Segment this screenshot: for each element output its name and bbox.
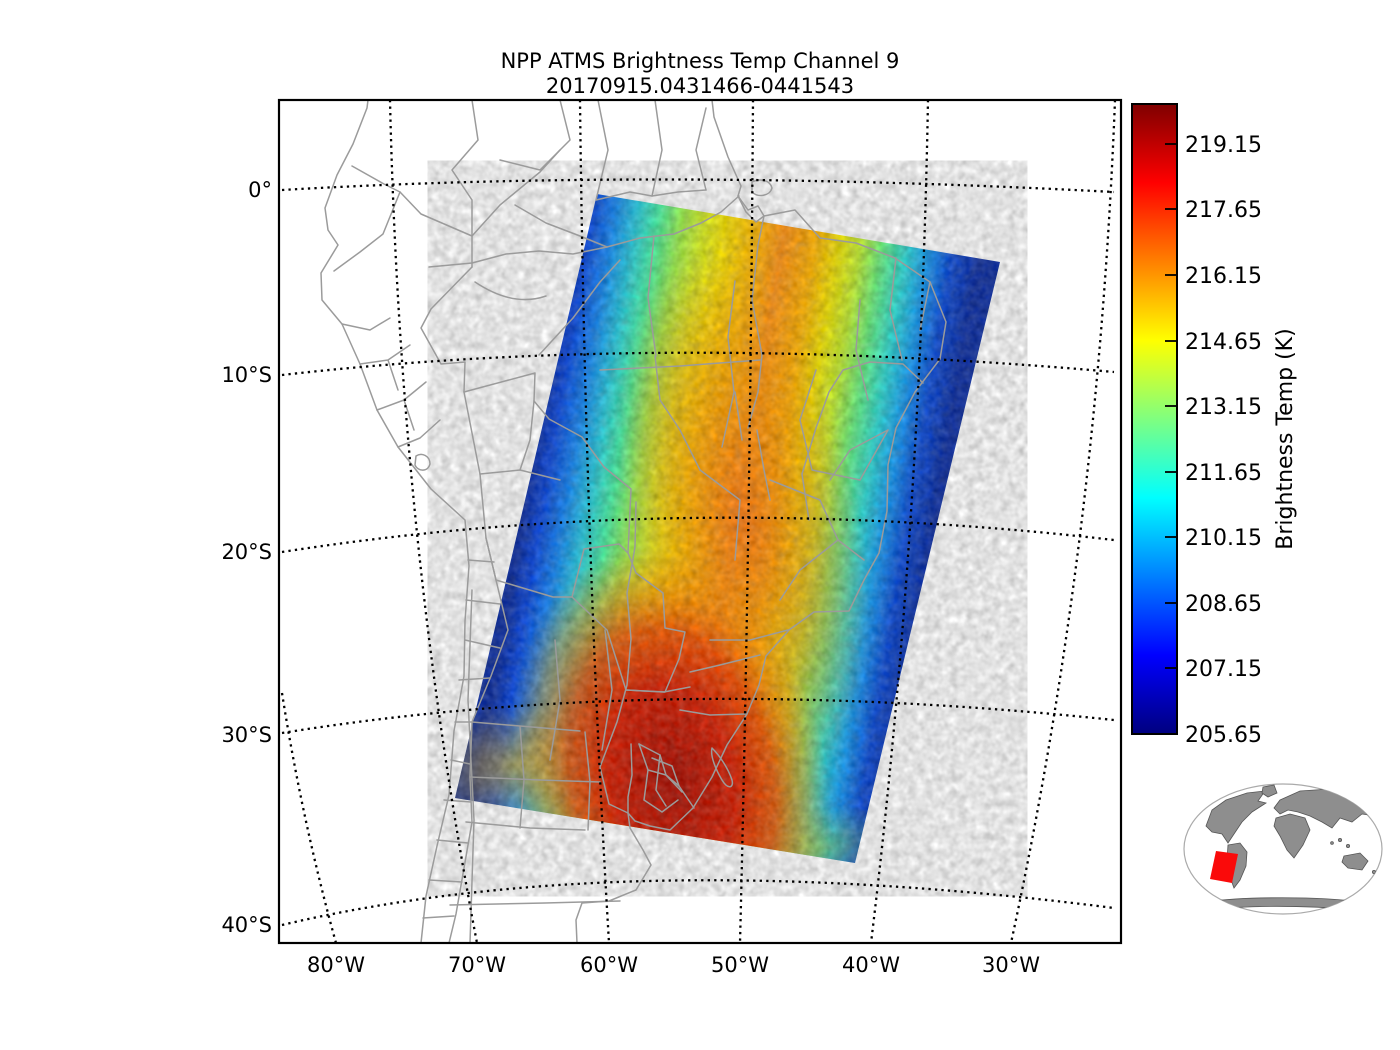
- map-area: [280, 100, 1117, 943]
- lagoa-dos-patos: [710, 747, 734, 788]
- inset-north-america: [1205, 790, 1267, 844]
- lake-titicaca: [414, 453, 431, 471]
- lat-label-10s: 10°S: [221, 363, 272, 387]
- lon-label-70w: 70°W: [448, 953, 506, 977]
- lat-label-0: 0°: [248, 178, 272, 202]
- peru-departments: [341, 317, 441, 448]
- meridian-70w: [388, 100, 479, 943]
- colorbar-tick-label: 208.65: [1185, 592, 1262, 617]
- lon-label-60w: 60°W: [580, 953, 638, 977]
- colorbar-tick-label: 216.15: [1185, 264, 1262, 289]
- araguaia-river: [721, 280, 736, 448]
- peru-ecuador-border: [333, 191, 401, 272]
- colorbar-axis-label: Brightness Temp (K): [1273, 328, 1298, 549]
- lon-label-40w: 40°W: [842, 953, 900, 977]
- colorbar-tick-labels: 219.15 217.65 216.15 214.65 213.15 211.6…: [1185, 133, 1262, 748]
- colorbar-tick-label: 219.15: [1185, 133, 1262, 158]
- argentina-province-borders: [449, 589, 621, 943]
- meridian-60w: [578, 100, 611, 943]
- lon-label-50w: 50°W: [711, 953, 769, 977]
- argentina-brazil-border: [625, 686, 691, 693]
- brazil-state-borders-3: [679, 257, 931, 716]
- parallel-30s: [281, 697, 1115, 735]
- rio-negro: [514, 204, 608, 248]
- rio-purus: [474, 281, 547, 301]
- lon-axis: 80°W 70°W 60°W 50°W 40°W 30°W: [307, 953, 1040, 977]
- peru-brazil-border: [420, 266, 473, 393]
- lat-axis: 0° 10°S 20°S 30°S 40°S: [221, 178, 272, 937]
- roraima-border: [499, 100, 571, 171]
- inset-island: [1338, 838, 1343, 843]
- argentina-uruguay-river: [627, 743, 633, 814]
- suriname-border: [651, 100, 707, 197]
- brazil-state-borders-2: [699, 369, 889, 601]
- parallel-40s: [281, 879, 1115, 927]
- chile-region-lines: [422, 559, 501, 919]
- sao-francisco-river: [801, 361, 924, 521]
- meridian-50w: [738, 100, 755, 943]
- inset-island: [1330, 841, 1334, 845]
- graticule: [280, 100, 1117, 943]
- coastline-west: [320, 100, 470, 943]
- venezuela-colombia-border: [451, 100, 479, 237]
- lon-label-80w: 80°W: [307, 953, 365, 977]
- inset-swath-footprint: [1210, 851, 1238, 883]
- figure-subtitle: 20170915.0431466-0441543: [546, 74, 854, 98]
- meridian-30w: [1009, 100, 1117, 943]
- inset-island: [1346, 844, 1351, 849]
- parallel-20s: [281, 516, 1115, 554]
- meridian-40w: [869, 100, 930, 943]
- parallel-10s: [281, 351, 1115, 377]
- estuary-channel: [737, 195, 765, 223]
- colorbar-tick-label: 214.65: [1185, 330, 1262, 355]
- colorbar-tick-label: 205.65: [1185, 723, 1262, 748]
- marajo-island: [751, 179, 773, 197]
- colorbar-tick-label: 210.15: [1185, 526, 1262, 551]
- brazil-north-border: [471, 149, 561, 237]
- colorbar-tick-label: 217.65: [1185, 198, 1262, 223]
- satellite-swath: [455, 194, 1000, 863]
- colorbar-ticks: [1165, 143, 1177, 735]
- colorbar-tick-label: 213.15: [1185, 395, 1262, 420]
- lat-label-30s: 30°S: [221, 723, 272, 747]
- colorbar: 219.15 217.65 216.15 214.65 213.15 211.6…: [1131, 103, 1298, 748]
- map-borders: [320, 100, 947, 943]
- figure-title: NPP ATMS Brightness Temp Channel 9: [501, 49, 900, 73]
- inset-australia: [1341, 852, 1369, 871]
- parallel-0: [281, 178, 1115, 194]
- paraguay-border: [571, 552, 686, 693]
- brazil-state-borders-1: [599, 235, 771, 501]
- french-guiana-border: [695, 107, 707, 191]
- rio-madeira: [538, 259, 621, 356]
- inset-africa: [1273, 813, 1311, 859]
- lat-label-20s: 20°S: [221, 540, 272, 564]
- colombia-ecuador-border: [351, 165, 473, 268]
- uruguay-departments: [638, 743, 683, 813]
- inset-world-map: [1183, 783, 1383, 915]
- colorbar-tick-label: 207.15: [1185, 657, 1262, 682]
- lon-label-30w: 30°W: [982, 953, 1040, 977]
- meridian-80w: [280, 692, 338, 943]
- lat-label-40s: 40°S: [221, 913, 272, 937]
- tocantins-river: [747, 215, 765, 429]
- colorbar-tick-label: 211.65: [1185, 461, 1262, 486]
- map-frame: [277, 98, 1123, 945]
- bolivia-internal: [479, 400, 561, 481]
- coastline-east: [575, 100, 947, 943]
- guyana-border: [595, 100, 653, 201]
- swath-noise-light: [455, 194, 1000, 863]
- inset-greenland: [1261, 784, 1278, 798]
- colorbar-gradient: [1131, 103, 1178, 735]
